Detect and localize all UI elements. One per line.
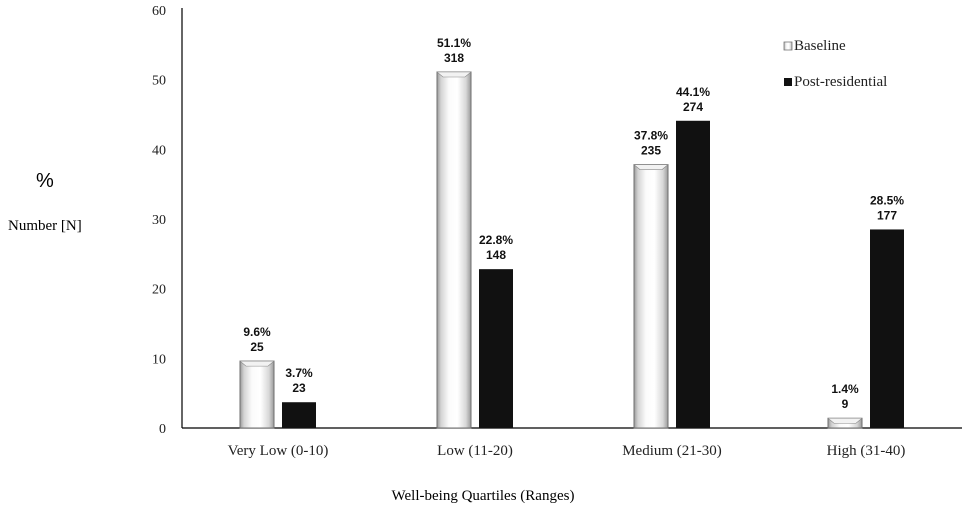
data-label-percent: 22.8% [479,233,513,247]
y-tick-label: 10 [152,352,166,367]
y-tick-label: 50 [152,74,166,89]
y-axis-number-label: Number [N] [8,218,82,234]
bar-baseline [633,164,669,429]
data-label-count: 177 [877,208,897,222]
legend-label: Baseline [794,38,846,54]
data-label-percent: 28.5% [870,193,904,207]
data-label-percent: 9.6% [243,325,271,339]
x-axis-title: Well-being Quartiles (Ranges) [391,488,575,504]
bar-baseline-bevel [827,417,863,424]
data-label-percent: 37.8% [634,129,668,143]
bar-post-residential [479,269,513,428]
legend-swatch-post-residential [784,78,792,86]
data-label-percent: 1.4% [831,382,859,396]
data-label-percent: 51.1% [437,36,471,50]
data-label-percent: 44.1% [676,85,710,99]
bar-post-residential [676,120,710,429]
data-label-count: 274 [683,100,703,114]
data-label-percent: 3.7% [285,366,313,380]
data-label-count: 9 [842,397,849,411]
data-label-count: 318 [444,51,464,65]
bar-baseline-bevel [239,360,275,367]
y-axis-percent-label: % [36,170,54,192]
bar-baseline-bevel [633,164,669,170]
data-label-count: 148 [486,248,506,262]
y-tick-label: 40 [152,143,166,158]
bar-post-residential [282,402,316,428]
y-tick-label: 60 [152,4,166,19]
x-tick-label: Very Low (0-10) [228,443,329,459]
y-tick-label: 0 [159,422,166,437]
bar-baseline [239,360,275,429]
data-label-count: 25 [250,340,264,354]
x-tick-label: Medium (21-30) [622,443,722,459]
data-label-count: 235 [641,144,661,158]
data-label-count: 23 [292,381,306,395]
bar-baseline-bevel [436,71,472,78]
x-tick-label: Low (11-20) [437,443,513,459]
legend-label: Post-residential [794,74,887,90]
bar-post-residential [870,229,904,428]
y-tick-label: 30 [152,213,166,228]
y-tick-label: 20 [152,283,166,298]
bar-baseline [436,71,472,429]
x-tick-label: High (31-40) [827,443,906,459]
legend-swatch-baseline [783,41,793,51]
